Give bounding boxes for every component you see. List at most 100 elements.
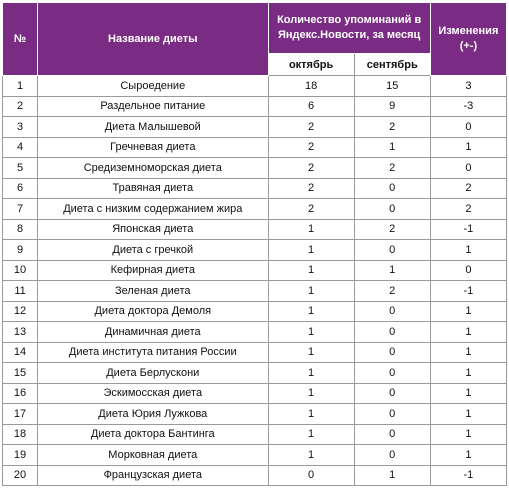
change-value: -1: [429, 464, 508, 486]
diet-name: Диета Малышевой: [37, 116, 269, 138]
change-value: -1: [429, 218, 508, 240]
diet-name: Диета Юрия Лужкова: [37, 403, 269, 425]
september-count: 0: [353, 382, 431, 404]
row-number: 4: [1, 136, 39, 158]
header-mentions: Количество упоминаний в Яндекс.Новости, …: [267, 2, 431, 54]
diet-name: Кефирная диета: [37, 259, 269, 281]
change-value: -1: [429, 280, 508, 302]
change-value: 1: [429, 423, 508, 445]
change-value: 2: [429, 198, 508, 220]
september-count: 2: [353, 218, 431, 240]
change-value: 1: [429, 300, 508, 322]
table-header: № Название диеты Количество упоминаний в…: [1, 2, 508, 76]
september-count: 0: [353, 444, 431, 466]
october-count: 2: [267, 136, 355, 158]
october-count: 2: [267, 157, 355, 179]
october-count: 2: [267, 177, 355, 199]
header-october: октябрь: [267, 53, 355, 76]
table-row: 20 Французская диета 0 1 -1: [1, 464, 508, 486]
change-value: 0: [429, 259, 508, 281]
row-number: 8: [1, 218, 39, 240]
september-count: 2: [353, 157, 431, 179]
table-row: 11 Зеленая диета 1 2 -1: [1, 280, 508, 302]
september-count: 1: [353, 464, 431, 486]
row-number: 16: [1, 382, 39, 404]
table-row: 9 Диета с гречкой 1 0 1: [1, 239, 508, 261]
table-row: 10 Кефирная диета 1 1 0: [1, 259, 508, 281]
october-count: 1: [267, 341, 355, 363]
header-changes: Изменения (+-): [429, 2, 508, 76]
change-value: 1: [429, 136, 508, 158]
october-count: 1: [267, 300, 355, 322]
diet-name: Диета доктора Демоля: [37, 300, 269, 322]
october-count: 1: [267, 259, 355, 281]
september-count: 1: [353, 136, 431, 158]
change-value: 1: [429, 444, 508, 466]
diet-name: Травяная диета: [37, 177, 269, 199]
diet-name: Эскимосская диета: [37, 382, 269, 404]
table-row: 18 Диета доктора Бантинга 1 0 1: [1, 423, 508, 445]
september-count: 0: [353, 341, 431, 363]
change-value: 3: [429, 75, 508, 97]
change-value: 1: [429, 403, 508, 425]
diet-name: Динамичная диета: [37, 321, 269, 343]
row-number: 14: [1, 341, 39, 363]
september-count: 0: [353, 423, 431, 445]
row-number: 17: [1, 403, 39, 425]
september-count: 0: [353, 362, 431, 384]
row-number: 1: [1, 75, 39, 97]
september-count: 0: [353, 300, 431, 322]
october-count: 1: [267, 362, 355, 384]
row-number: 18: [1, 423, 39, 445]
table-row: 4 Гречневая диета 2 1 1: [1, 136, 508, 158]
diet-name: Французская диета: [37, 464, 269, 486]
header-diet-name: Название диеты: [37, 2, 269, 76]
row-number: 15: [1, 362, 39, 384]
diet-name: Морковная диета: [37, 444, 269, 466]
change-value: 0: [429, 116, 508, 138]
row-number: 9: [1, 239, 39, 261]
september-count: 2: [353, 280, 431, 302]
change-value: 0: [429, 157, 508, 179]
diet-name: Диета доктора Бантинга: [37, 423, 269, 445]
table-row: 5 Средиземноморская диета 2 2 0: [1, 157, 508, 179]
september-count: 2: [353, 116, 431, 138]
diet-ranking-table: № Название диеты Количество упоминаний в…: [1, 2, 508, 486]
row-number: 12: [1, 300, 39, 322]
diet-name: Раздельное питание: [37, 95, 269, 117]
october-count: 1: [267, 218, 355, 240]
diet-name: Диета института питания России: [37, 341, 269, 363]
row-number: 19: [1, 444, 39, 466]
change-value: -3: [429, 95, 508, 117]
october-count: 1: [267, 280, 355, 302]
october-count: 6: [267, 95, 355, 117]
change-value: 1: [429, 321, 508, 343]
october-count: 18: [267, 75, 355, 97]
october-count: 1: [267, 321, 355, 343]
september-count: 0: [353, 198, 431, 220]
table-row: 13 Динамичная диета 1 0 1: [1, 321, 508, 343]
row-number: 20: [1, 464, 39, 486]
row-number: 5: [1, 157, 39, 179]
row-number: 13: [1, 321, 39, 343]
october-count: 0: [267, 464, 355, 486]
diet-name: Диета с низким содержанием жира: [37, 198, 269, 220]
september-count: 0: [353, 177, 431, 199]
diet-name: Японская диета: [37, 218, 269, 240]
table-row: 3 Диета Малышевой 2 2 0: [1, 116, 508, 138]
table-row: 14 Диета института питания России 1 0 1: [1, 341, 508, 363]
october-count: 1: [267, 403, 355, 425]
diet-name: Диета с гречкой: [37, 239, 269, 261]
september-count: 9: [353, 95, 431, 117]
header-september: сентябрь: [353, 53, 431, 76]
change-value: 1: [429, 362, 508, 384]
october-count: 1: [267, 444, 355, 466]
diet-name: Сыроедение: [37, 75, 269, 97]
october-count: 1: [267, 423, 355, 445]
table-row: 17 Диета Юрия Лужкова 1 0 1: [1, 403, 508, 425]
september-count: 1: [353, 259, 431, 281]
row-number: 11: [1, 280, 39, 302]
row-number: 3: [1, 116, 39, 138]
table-row: 7 Диета с низким содержанием жира 2 0 2: [1, 198, 508, 220]
header-number: №: [1, 2, 39, 76]
